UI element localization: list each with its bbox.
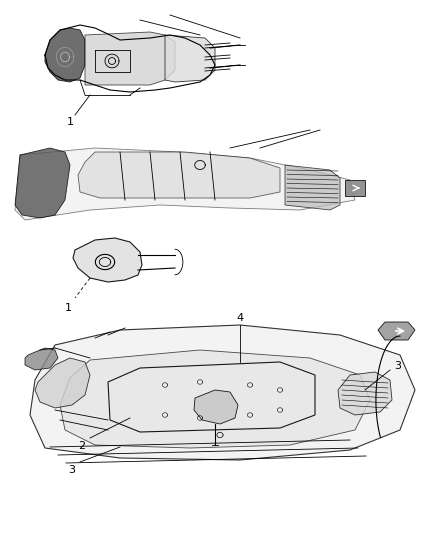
Polygon shape: [194, 390, 238, 424]
Polygon shape: [30, 325, 415, 460]
Polygon shape: [78, 152, 280, 198]
Polygon shape: [45, 28, 85, 82]
Polygon shape: [108, 362, 315, 432]
Polygon shape: [35, 358, 90, 408]
Polygon shape: [378, 322, 415, 340]
Text: 4: 4: [237, 313, 244, 323]
Polygon shape: [73, 238, 142, 282]
Text: 1: 1: [67, 117, 74, 127]
Polygon shape: [285, 165, 340, 210]
Polygon shape: [15, 148, 70, 218]
Polygon shape: [25, 348, 58, 370]
Polygon shape: [85, 32, 175, 85]
Polygon shape: [15, 148, 355, 220]
Polygon shape: [60, 350, 370, 448]
Text: 2: 2: [78, 441, 85, 451]
Polygon shape: [338, 372, 392, 415]
Polygon shape: [165, 35, 215, 82]
Polygon shape: [345, 180, 365, 196]
Text: 1: 1: [64, 303, 71, 313]
Text: 3: 3: [395, 361, 402, 371]
Text: 3: 3: [68, 465, 75, 475]
